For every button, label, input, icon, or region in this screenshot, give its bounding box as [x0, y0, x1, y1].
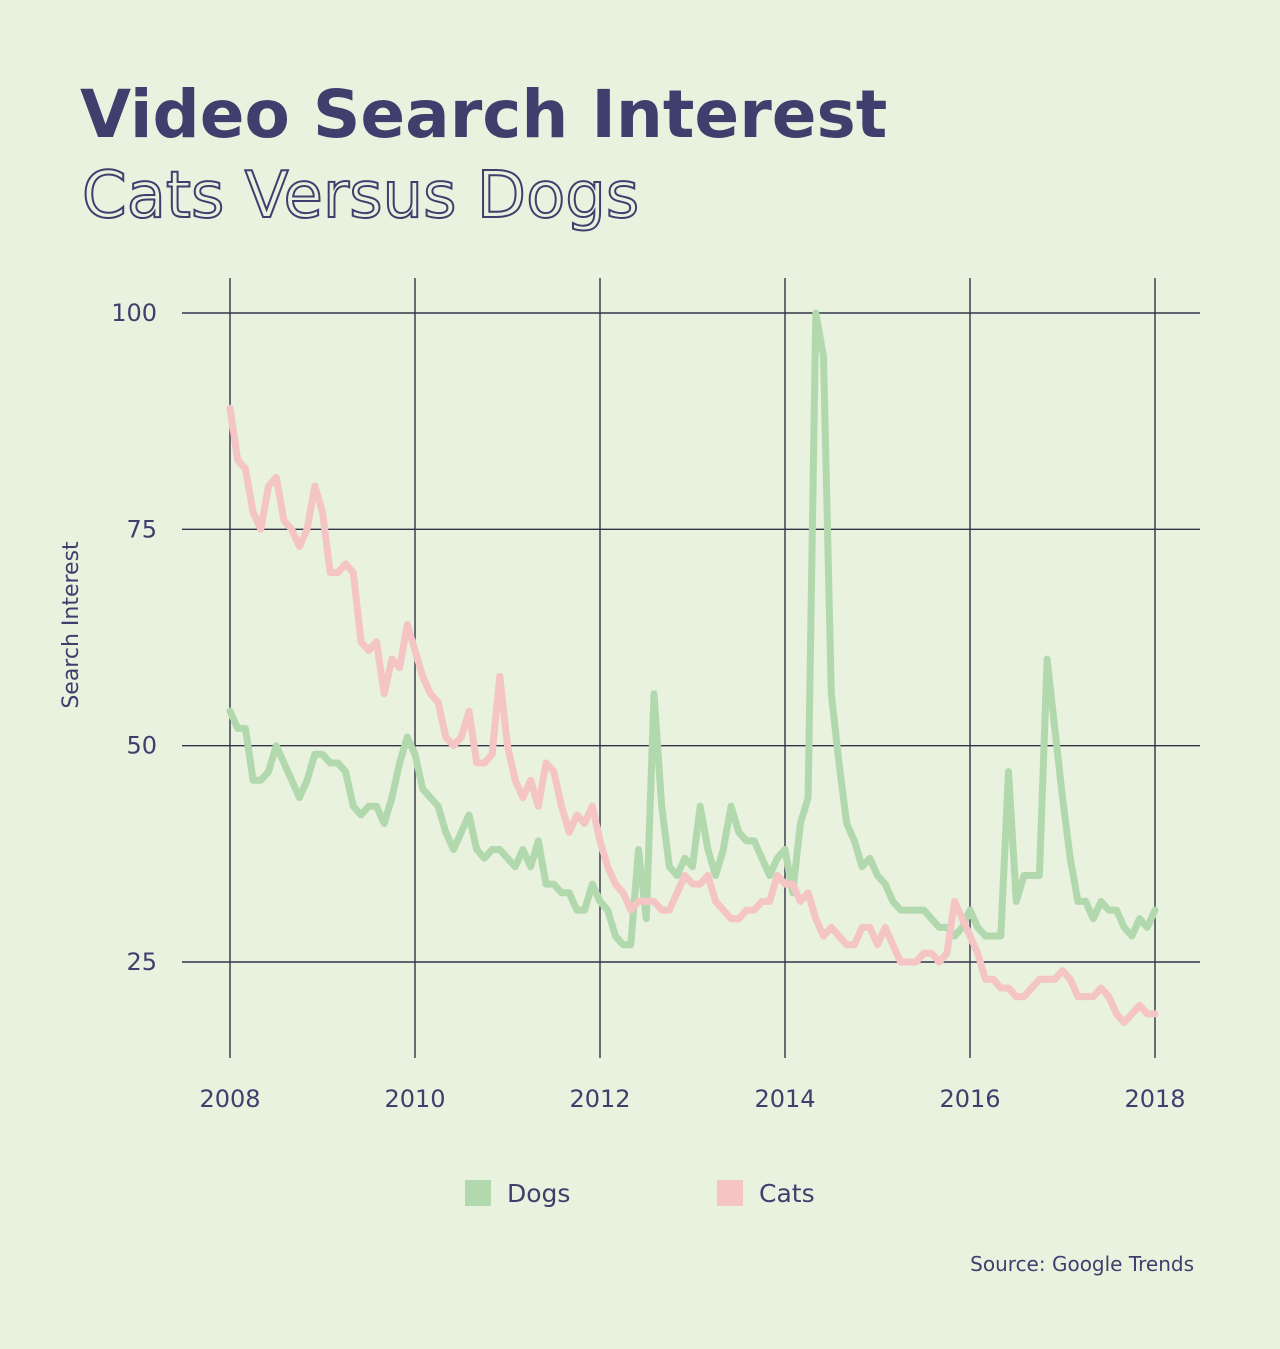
source-note: Source: Google Trends [970, 1252, 1194, 1276]
legend: Dogs Cats [465, 1179, 815, 1208]
legend-label-dogs: Dogs [507, 1179, 570, 1208]
legend-label-cats: Cats [759, 1179, 815, 1208]
chart-subtitle: Cats Versus Dogs [82, 159, 639, 233]
grid [182, 278, 1200, 1058]
x-tick-label: 2010 [384, 1085, 445, 1113]
x-axis-ticks: 2008 2010 2012 2014 2016 2018 [199, 1085, 1185, 1113]
x-tick-label: 2016 [939, 1085, 1000, 1113]
series-line-cats [226, 404, 1159, 1027]
x-tick-label: 2012 [569, 1085, 630, 1113]
y-tick-label: 75 [126, 515, 157, 543]
legend-swatch-dogs [465, 1180, 491, 1206]
y-tick-label: 50 [126, 732, 157, 760]
y-axis-ticks: 25 50 75 100 [111, 299, 157, 976]
legend-swatch-cats [717, 1180, 743, 1206]
series-line-dogs [226, 309, 1159, 949]
y-axis-label: Search Interest [59, 541, 84, 709]
chart-title: Video Search Interest [80, 76, 887, 153]
x-tick-label: 2014 [754, 1085, 815, 1113]
y-tick-label: 25 [126, 948, 157, 976]
x-tick-label: 2018 [1124, 1085, 1185, 1113]
series-lines [226, 309, 1159, 1027]
y-tick-label: 100 [111, 299, 157, 327]
x-tick-label: 2008 [199, 1085, 260, 1113]
